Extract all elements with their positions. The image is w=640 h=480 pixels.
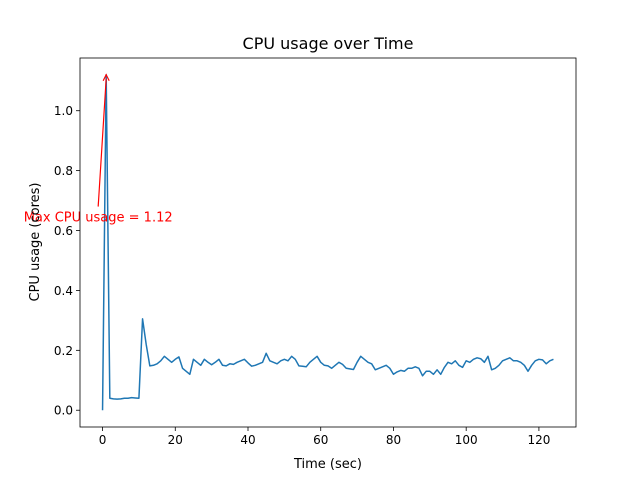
annotation-label: Max CPU usage = 1.12	[24, 211, 173, 226]
x-tick-label: 0	[99, 433, 107, 447]
x-tick-label: 40	[240, 433, 255, 447]
x-tick-label: 60	[313, 433, 328, 447]
chart-title: CPU usage over Time	[243, 34, 414, 53]
y-tick-label: 0.8	[54, 164, 73, 178]
annotation-arrow-line	[97, 78, 107, 207]
y-tick-label: 1.0	[54, 104, 73, 118]
y-axis-label: CPU usage (cores)	[28, 183, 43, 302]
x-tick-label: 80	[386, 433, 401, 447]
x-tick-label: 100	[455, 433, 478, 447]
y-tick-label: 0.6	[54, 224, 73, 238]
x-tick-label: 20	[168, 433, 183, 447]
y-tick-label: 0.0	[54, 404, 73, 418]
x-axis-label: Time (sec)	[293, 457, 362, 472]
series-line-0	[101, 74, 554, 411]
plot-area: Max CPU usage = 1.12 0 20 40 60 80 100 120 0.0 0.…	[24, 57, 577, 447]
x-tick-label: 120	[527, 433, 550, 447]
annotation-arrow-head	[102, 73, 110, 82]
y-tick-label: 0.4	[54, 284, 73, 298]
y-tick-label: 0.2	[54, 344, 73, 358]
axes-frame	[79, 57, 577, 428]
